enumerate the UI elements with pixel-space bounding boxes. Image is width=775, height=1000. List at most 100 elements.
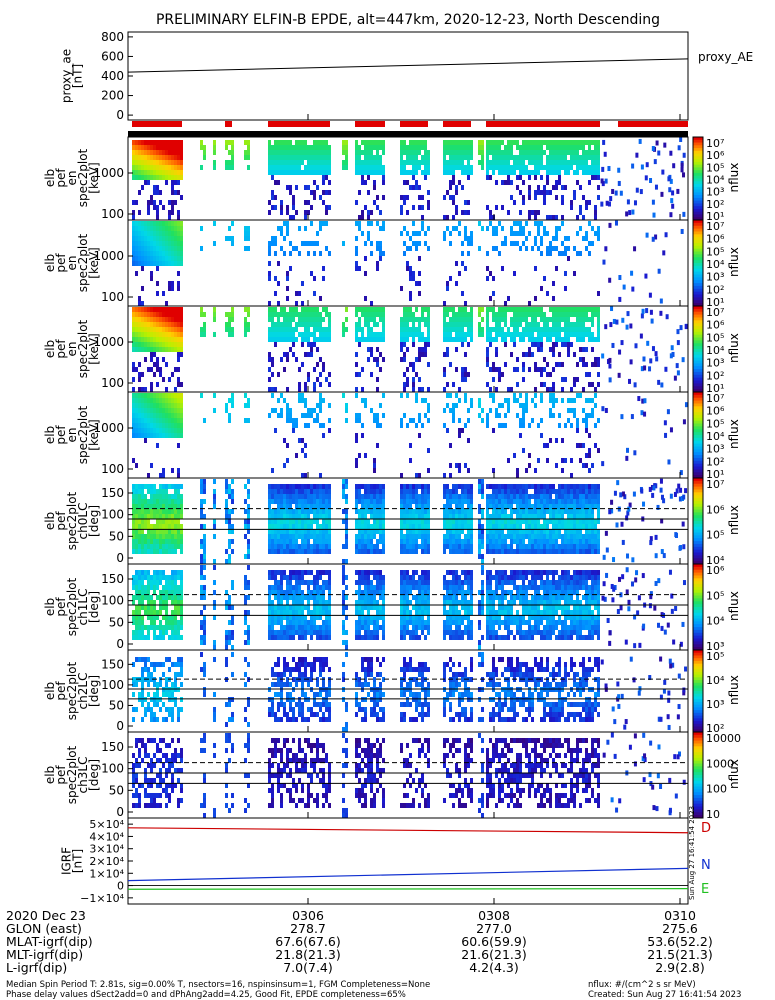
spectrogram-cell: [162, 529, 165, 534]
colorbar-segment: [693, 349, 703, 353]
colorbar-segment: [693, 389, 703, 393]
spectrogram-cell: [608, 222, 612, 228]
spectrogram-cell: [162, 160, 165, 165]
spectrogram-cell: [424, 165, 427, 170]
spectrogram-cell: [322, 221, 325, 226]
spectrogram-cell: [379, 484, 382, 489]
spectrogram-cell: [274, 251, 277, 256]
spectrogram-cell: [162, 165, 165, 170]
spectrogram-cell: [177, 210, 180, 215]
spectrogram-cell: [159, 170, 162, 175]
spectrogram-cell: [376, 195, 379, 200]
spectrogram-cell: [588, 200, 591, 205]
spectrogram-cell: [271, 529, 274, 534]
spectrogram-cell: [345, 155, 348, 160]
spectrogram-cell: [415, 473, 418, 478]
spectrogram-cell: [540, 312, 543, 317]
spectrogram-cell: [298, 529, 301, 534]
spectrogram-cell: [244, 519, 247, 524]
spectrogram-cell: [144, 241, 147, 246]
spectrogram-cell: [540, 367, 543, 372]
spectrogram-cell: [162, 473, 165, 478]
spectrogram-cell: [504, 337, 507, 342]
spectrogram-cell: [162, 236, 165, 241]
spectrogram-cell: [481, 150, 484, 155]
spectrogram-cell: [582, 549, 585, 554]
spectrogram-cell: [147, 529, 150, 534]
spectrogram-cell: [138, 423, 141, 428]
spectrogram-cell: [525, 150, 528, 155]
spectrogram-cell: [576, 519, 579, 524]
spectrogram-cell: [144, 408, 147, 413]
spectrogram-cell: [159, 175, 162, 180]
spectrogram-cell: [162, 377, 165, 382]
spectrogram-cell: [605, 200, 609, 206]
spectrogram-cell: [403, 494, 406, 499]
colorbar-tick-label: 10⁶: [706, 233, 725, 246]
spectrogram-cell: [582, 337, 585, 342]
spectrogram-cell: [481, 484, 484, 489]
spectrogram-cell: [355, 484, 358, 489]
spectrogram-cell: [570, 458, 573, 463]
spectrogram-cell: [418, 387, 421, 392]
spectrogram-cell: [328, 539, 331, 544]
spectrogram-cell: [322, 494, 325, 499]
spectrogram-cell: [280, 332, 283, 337]
spectrogram-cell: [283, 539, 286, 544]
spectrogram-cell: [486, 357, 489, 362]
spectrogram-cell: [504, 494, 507, 499]
spectrogram-cell: [522, 544, 525, 549]
spectrogram-cell: [660, 494, 664, 500]
spectrogram-cell: [510, 514, 513, 519]
spectrogram-cell: [461, 377, 464, 382]
spectrogram-cell: [370, 514, 373, 519]
spectrogram-cell: [498, 534, 501, 539]
spectrogram-cell: [271, 519, 274, 524]
colorbar-segment: [693, 320, 703, 324]
spectrogram-cell: [132, 170, 135, 175]
spectrogram-cell: [522, 317, 525, 322]
spectrogram-cell: [358, 453, 361, 458]
spectrogram-cell: [307, 544, 310, 549]
spectrogram-cell: [135, 317, 138, 322]
spectrogram-cell: [132, 261, 135, 266]
spectrogram-cell: [525, 499, 528, 504]
spectrogram-cell: [464, 423, 467, 428]
spectrogram-cell: [379, 509, 382, 514]
spectrogram-cell: [570, 494, 573, 499]
spectrogram-cell: [147, 205, 150, 210]
spectrogram-cell: [162, 140, 165, 145]
spectrogram-cell: [373, 317, 376, 322]
spectrogram-cell: [585, 200, 588, 205]
spectrogram-cell: [570, 519, 573, 524]
spectrogram-cell: [376, 539, 379, 544]
spectrogram-cell: [537, 524, 540, 529]
spectrogram-cell: [141, 342, 144, 347]
spectrogram-cell: [295, 519, 298, 524]
spectrogram-cell: [316, 337, 319, 342]
spectrogram-cell: [464, 352, 467, 357]
spectrogram-cell: [543, 494, 546, 499]
spectrogram-cell: [406, 549, 409, 554]
spectrogram-cell: [325, 160, 328, 165]
spectrogram-cell: [486, 317, 489, 322]
spectrogram-cell: [421, 352, 424, 357]
spectrogram-cell: [652, 485, 656, 491]
colorbar-tick-label: 10⁶: [706, 319, 725, 332]
spectrogram-cell: [138, 322, 141, 327]
spectrogram-cell: [501, 150, 504, 155]
spectrogram-cell: [501, 534, 504, 539]
spectrogram-cell: [367, 155, 370, 160]
spectrogram-cell: [150, 200, 153, 205]
spectrogram-cell: [156, 281, 159, 286]
spectrogram-cell: [364, 337, 367, 342]
colorbar-tick-label: 10²: [706, 198, 724, 211]
spectrogram-cell: [552, 296, 555, 301]
spectrogram-cell: [141, 160, 144, 165]
spectrogram-cell: [274, 195, 277, 200]
spectrogram-cell: [289, 307, 292, 312]
spectrogram-cell: [540, 145, 543, 150]
spectrogram-cell: [319, 504, 322, 509]
spectrogram-cell: [319, 160, 322, 165]
spectrogram-cell: [486, 423, 489, 428]
